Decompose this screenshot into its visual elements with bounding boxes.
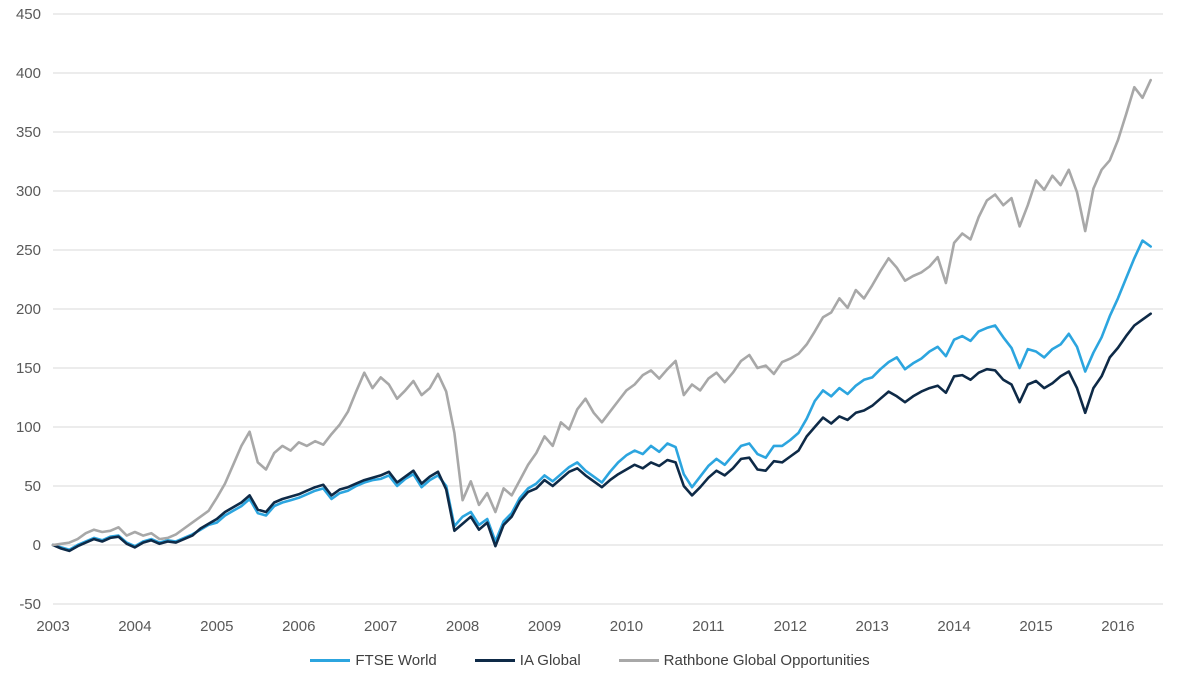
x-tick-label: 2012 (774, 618, 807, 635)
y-tick-label: 250 (16, 242, 41, 259)
legend-swatch-icon (618, 658, 659, 662)
y-tick-label: 50 (24, 478, 41, 495)
x-tick-label: 2004 (118, 618, 151, 635)
series-line-ftse-world (51, 239, 1152, 552)
chart-canvas: -50 0 50 100 150 200 250 300 350 400 450 2003 2004 20… (16, 6, 1163, 635)
x-tick-label: 2014 (937, 618, 970, 635)
legend-swatch-icon (310, 658, 351, 662)
y-tick-label: 0 (33, 537, 41, 554)
legend-item-rathbone-global-opportunities: Rathbone Global Opportunities (618, 651, 870, 669)
y-tick-label: 150 (16, 360, 41, 377)
x-tick-label: 2015 (1019, 618, 1052, 635)
y-tick-label: 450 (16, 6, 41, 23)
legend-item-ftse-world: FTSE World (310, 651, 437, 669)
y-tick-label: 100 (16, 419, 41, 436)
x-tick-label: 2008 (446, 618, 479, 635)
series-line-rathbone-global-opportunities (51, 78, 1152, 547)
legend-label: IA Global (519, 651, 581, 669)
x-tick-label: 2007 (364, 618, 397, 635)
x-tick-label: 2010 (610, 618, 643, 635)
x-tick-label: 2006 (282, 618, 315, 635)
y-tick-label: -50 (19, 596, 41, 613)
chart-legend: FTSE World IA Global Rathbone Global Oppor… (0, 645, 1180, 675)
series-line-ia-global (51, 312, 1152, 553)
legend-swatch-icon (474, 658, 515, 662)
x-tick-label: 2005 (200, 618, 233, 635)
legend-label: Rathbone Global Opportunities (663, 651, 870, 669)
y-tick-label: 300 (16, 183, 41, 200)
x-tick-label: 2013 (856, 618, 889, 635)
x-tick-label: 2011 (692, 618, 724, 635)
x-tick-label: 2009 (528, 618, 561, 635)
legend-label: FTSE World (355, 651, 437, 669)
x-tick-label: 2003 (36, 618, 69, 635)
y-tick-label: 350 (16, 124, 41, 141)
y-tick-label: 400 (16, 65, 41, 82)
x-tick-label: 2016 (1101, 618, 1134, 635)
legend-item-ia-global: IA Global (474, 651, 581, 669)
y-tick-label: 200 (16, 301, 41, 318)
